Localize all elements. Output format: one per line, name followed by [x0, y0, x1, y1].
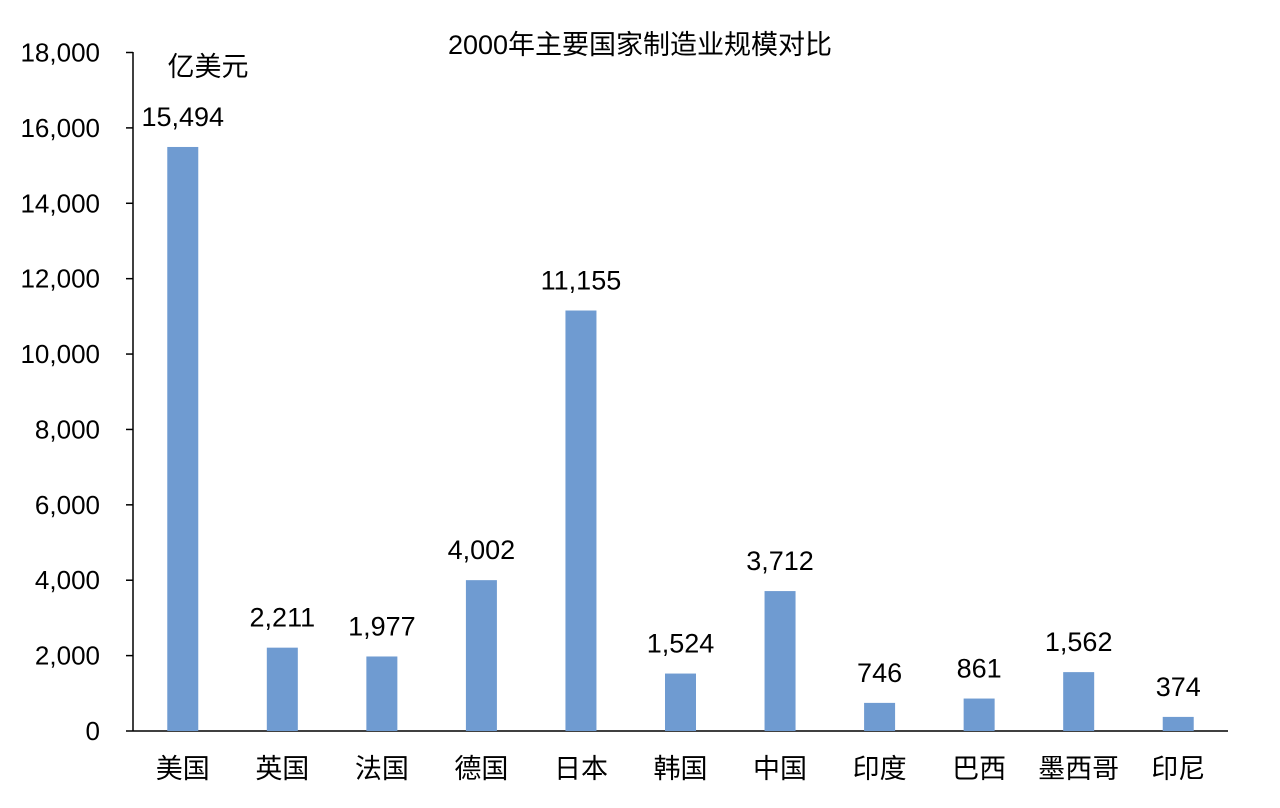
- data-label: 374: [1156, 672, 1201, 702]
- bar: [465, 580, 497, 731]
- x-tick-label: 德国: [454, 754, 508, 784]
- y-axis-unit-label: 亿美元: [168, 52, 249, 82]
- x-tick-label: 美国: [156, 754, 210, 784]
- x-tick-label: 中国: [753, 754, 807, 784]
- data-label: 1,562: [1045, 627, 1113, 657]
- y-tick-label: 2,000: [35, 641, 100, 671]
- x-tick-label: 法国: [355, 754, 409, 784]
- y-tick-label: 10,000: [20, 339, 100, 369]
- bar: [864, 702, 896, 731]
- y-tick-label: 16,000: [20, 113, 100, 143]
- y-tick-label: 14,000: [20, 188, 100, 218]
- data-label: 1,977: [348, 611, 416, 641]
- data-label: 1,524: [647, 629, 715, 659]
- x-tick-label: 韩国: [654, 754, 708, 784]
- y-tick-label: 12,000: [20, 264, 100, 294]
- bar: [1162, 716, 1194, 731]
- bar: [366, 656, 398, 731]
- data-label: 2,211: [250, 603, 316, 633]
- bar: [764, 591, 796, 731]
- x-tick-label: 印度: [853, 754, 907, 784]
- data-label: 3,712: [746, 546, 814, 576]
- data-label: 861: [957, 654, 1002, 684]
- y-tick-label: 18,000: [20, 38, 100, 68]
- y-tick-label: 4,000: [35, 565, 100, 595]
- bar: [266, 647, 298, 731]
- y-tick-label: 0: [86, 716, 100, 746]
- data-labels: 15,494 2,211 1,977 4,002 11,155 1,524 3,712 746…: [141, 102, 1200, 702]
- x-axis-ticks: 美国 英国 法国 德国 日本 韩国 中国 印度 巴西 墨西哥 印尼: [156, 754, 1205, 784]
- x-tick-label: 印尼: [1151, 754, 1205, 784]
- y-axis-ticks: 0 2,000 4,000 6,000 8,000 10,000 12,000 14,000 1…: [20, 38, 133, 746]
- bar: [167, 146, 199, 731]
- data-label: 11,155: [541, 266, 622, 296]
- chart-title: 2000年主要国家制造业规模对比: [448, 30, 832, 60]
- bar: [963, 698, 995, 731]
- y-tick-label: 6,000: [35, 490, 100, 520]
- x-tick-label: 巴西: [952, 754, 1006, 784]
- data-label: 15,494: [141, 102, 224, 132]
- x-tick-label: 英国: [255, 754, 309, 784]
- x-tick-label: 墨西哥: [1038, 754, 1119, 784]
- bar: [565, 310, 597, 731]
- data-label: 4,002: [448, 535, 516, 565]
- x-tick-label: 日本: [554, 754, 608, 784]
- bar-series: [167, 146, 1194, 731]
- bar: [665, 673, 696, 731]
- bar: [1063, 672, 1095, 731]
- y-tick-label: 8,000: [35, 414, 100, 444]
- data-label: 746: [857, 658, 902, 688]
